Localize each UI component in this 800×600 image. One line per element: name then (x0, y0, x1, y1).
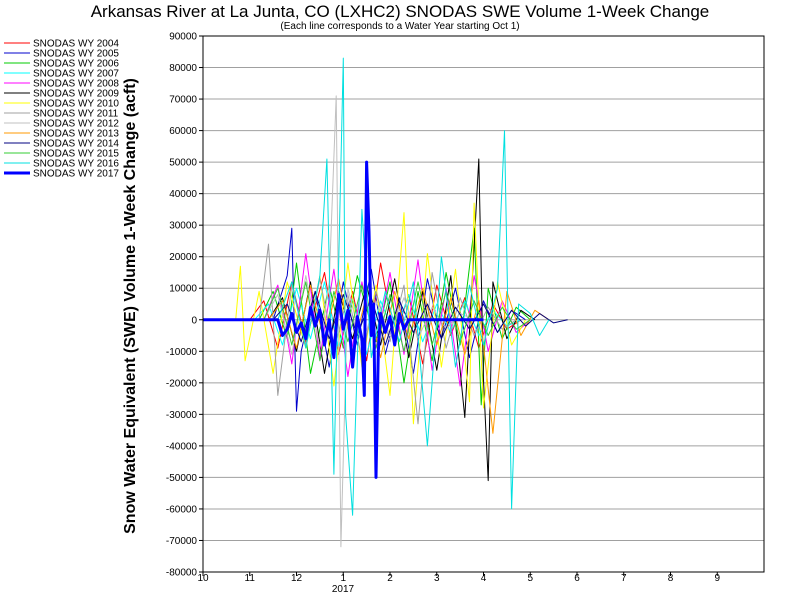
legend-entry-label: SNODAS WY 2005 (33, 49, 119, 60)
x-tick-label: 10 (197, 573, 209, 584)
legend-entry-label: SNODAS WY 2017 (33, 169, 119, 180)
y-tick-label: 80000 (169, 63, 197, 74)
legend-entry-label: SNODAS WY 2009 (33, 89, 119, 100)
x-tick-label: 11 (245, 573, 256, 584)
x-tick-label: 1 (340, 573, 346, 584)
y-tick-label: -40000 (166, 441, 198, 452)
x-tick-label: 5 (527, 573, 533, 584)
y-tick-label: 20000 (169, 252, 197, 263)
y-tick-label: -70000 (166, 536, 198, 547)
chart-title: Arkansas River at La Junta, CO (LXHC2) S… (91, 2, 710, 21)
y-tick-label: 30000 (169, 221, 197, 232)
series-line (235, 202, 527, 425)
y-tick-label: 50000 (169, 158, 197, 169)
y-tick-label: 70000 (169, 95, 197, 106)
x-tick-label: 3 (434, 573, 440, 584)
series-layer (203, 57, 568, 548)
y-tick-label: 0 (191, 315, 197, 326)
x-tick-label: 2 (387, 573, 393, 584)
legend-entry-label: SNODAS WY 2004 (33, 39, 119, 50)
x-tick-label: 6 (574, 573, 580, 584)
y-tick-label: -10000 (166, 347, 198, 358)
y-tick-label: 40000 (169, 189, 197, 200)
x-axis-year-label: 2017 (332, 584, 355, 595)
legend-entry-label: SNODAS WY 2011 (33, 109, 119, 120)
y-tick-label: -80000 (166, 568, 198, 579)
x-tick-label: 7 (621, 573, 627, 584)
y-tick-label: 90000 (169, 32, 197, 43)
x-tick-label: 12 (291, 573, 303, 584)
x-tick-label: 8 (668, 573, 674, 584)
x-tick-label: 9 (714, 573, 720, 584)
series-line (263, 95, 475, 548)
x-tick-label: 4 (481, 573, 487, 584)
legend-entry-label: SNODAS WY 2013 (33, 129, 119, 140)
legend-entry-label: SNODAS WY 2006 (33, 59, 119, 70)
y-tick-label: -60000 (166, 504, 198, 515)
legend-entry-label: SNODAS WY 2014 (33, 139, 119, 150)
series-line (268, 278, 550, 434)
series-line (268, 158, 536, 482)
series-line (203, 160, 484, 479)
chart-subtitle: (Each line corresponds to a Water Year s… (280, 21, 519, 32)
legend-entry-label: SNODAS WY 2016 (33, 159, 119, 170)
y-tick-label: 60000 (169, 126, 197, 137)
legend-entry-label: SNODAS WY 2015 (33, 149, 119, 160)
legend-entry-label: SNODAS WY 2012 (33, 119, 119, 130)
y-axis-label: Snow Water Equivalent (SWE) Volume 1-Wee… (122, 78, 139, 534)
legend-entry-label: SNODAS WY 2007 (33, 69, 119, 80)
y-tick-label: -30000 (166, 410, 198, 421)
series-line (277, 57, 550, 516)
legend-entry-label: SNODAS WY 2010 (33, 99, 119, 110)
legend-entry-label: SNODAS WY 2008 (33, 79, 119, 90)
axis-layer: -80000 -70000 -60000 -50000 -40000 -30000 -200… (166, 32, 721, 585)
y-tick-label: -50000 (166, 473, 198, 484)
y-tick-label: 10000 (169, 284, 197, 295)
y-tick-label: -20000 (166, 378, 198, 389)
